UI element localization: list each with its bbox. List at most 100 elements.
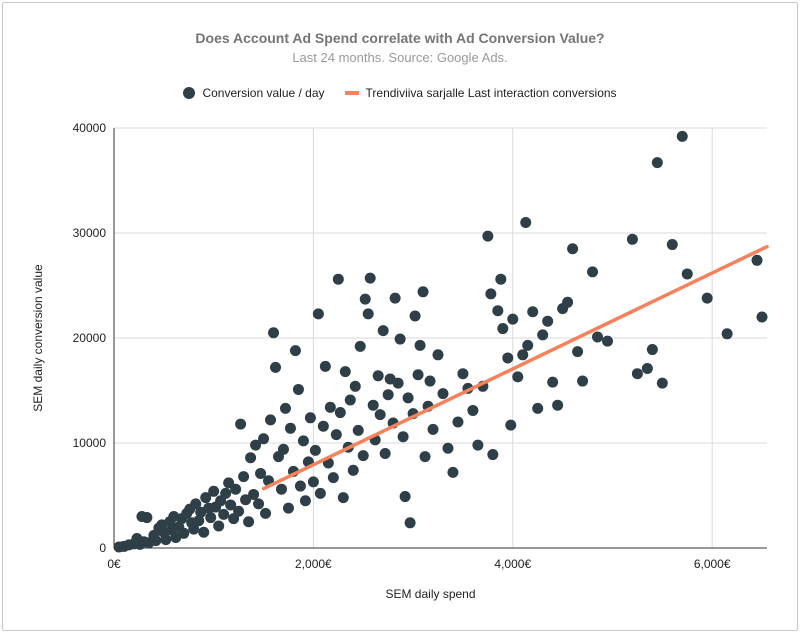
data-point bbox=[399, 491, 411, 503]
data-point bbox=[372, 370, 384, 382]
data-point bbox=[245, 452, 257, 464]
data-point bbox=[279, 402, 291, 414]
data-point bbox=[324, 401, 336, 413]
data-point bbox=[220, 487, 232, 499]
data-point bbox=[359, 293, 371, 305]
data-point bbox=[427, 423, 439, 435]
data-point bbox=[265, 414, 277, 426]
data-point bbox=[442, 442, 454, 454]
data-point bbox=[238, 471, 250, 483]
data-point bbox=[270, 361, 282, 373]
data-point bbox=[419, 451, 431, 463]
legend-item-trendline[interactable]: Trendiviiva sarjalle Last interaction co… bbox=[344, 86, 617, 100]
legend-line-icon bbox=[344, 91, 359, 95]
data-point bbox=[512, 371, 524, 383]
data-point bbox=[260, 507, 272, 519]
chart-legend: Conversion value / day Trendiviiva sarja… bbox=[0, 86, 800, 100]
data-point bbox=[312, 308, 324, 320]
chart-title: Does Account Ad Spend correlate with Ad … bbox=[195, 30, 605, 46]
data-point bbox=[334, 407, 346, 419]
data-point bbox=[412, 369, 424, 381]
data-point bbox=[502, 352, 514, 364]
legend-dot-icon bbox=[183, 87, 196, 99]
chart-subtitle: Last 24 months. Source: Google Ads. bbox=[292, 50, 508, 65]
trend-line bbox=[261, 244, 769, 491]
data-point bbox=[367, 399, 379, 411]
data-point bbox=[414, 339, 426, 351]
data-point bbox=[299, 495, 311, 507]
data-point bbox=[352, 424, 364, 436]
data-point bbox=[641, 362, 653, 374]
data-point bbox=[292, 383, 304, 395]
data-point bbox=[432, 349, 444, 361]
data-point bbox=[233, 505, 245, 517]
legend-item-scatter[interactable]: Conversion value / day bbox=[183, 86, 325, 100]
data-point bbox=[577, 375, 589, 387]
data-point bbox=[495, 273, 507, 285]
data-point bbox=[651, 157, 663, 169]
y-tick-label: 40000 bbox=[73, 121, 107, 135]
data-point bbox=[218, 508, 230, 520]
data-point bbox=[235, 418, 247, 430]
data-point bbox=[572, 346, 584, 358]
data-point bbox=[200, 492, 212, 504]
data-point bbox=[721, 328, 733, 340]
data-point bbox=[258, 433, 270, 445]
x-tick-label: 4,000€ bbox=[494, 557, 531, 571]
data-point bbox=[141, 512, 153, 524]
data-point bbox=[309, 444, 321, 456]
data-point bbox=[314, 487, 326, 499]
data-point bbox=[532, 402, 544, 414]
data-point bbox=[457, 368, 469, 380]
data-point bbox=[626, 233, 638, 245]
data-point bbox=[417, 286, 429, 298]
data-point bbox=[289, 345, 301, 357]
data-point bbox=[230, 483, 242, 495]
data-point bbox=[297, 435, 309, 447]
data-point bbox=[394, 333, 406, 345]
data-point bbox=[213, 520, 225, 532]
data-point bbox=[402, 392, 414, 404]
data-point bbox=[255, 467, 267, 479]
data-point bbox=[507, 313, 519, 325]
data-point bbox=[452, 416, 464, 428]
data-point bbox=[374, 409, 386, 421]
x-tick-label: 0€ bbox=[107, 557, 121, 571]
data-point bbox=[567, 243, 579, 255]
data-point bbox=[487, 449, 499, 461]
data-point bbox=[646, 344, 658, 356]
data-point bbox=[223, 477, 235, 489]
data-point bbox=[666, 239, 678, 251]
data-point bbox=[424, 375, 436, 387]
data-point bbox=[337, 492, 349, 504]
data-point bbox=[205, 512, 217, 524]
data-point bbox=[377, 325, 389, 337]
data-point bbox=[357, 450, 369, 462]
x-axis-title: SEM daily spend bbox=[385, 587, 475, 601]
data-point bbox=[392, 377, 404, 389]
data-point bbox=[150, 535, 162, 547]
y-tick-label: 20000 bbox=[73, 331, 107, 345]
y-tick-label: 10000 bbox=[73, 436, 107, 450]
data-point bbox=[330, 429, 342, 441]
data-point bbox=[472, 439, 484, 451]
data-point bbox=[347, 464, 359, 476]
data-point bbox=[562, 296, 574, 308]
data-point bbox=[505, 419, 517, 431]
data-point bbox=[268, 327, 280, 339]
data-point bbox=[294, 480, 306, 492]
data-point bbox=[364, 272, 376, 284]
data-point bbox=[379, 448, 391, 459]
data-point bbox=[243, 516, 255, 528]
data-point bbox=[188, 523, 200, 535]
data-point bbox=[349, 380, 361, 392]
data-point bbox=[527, 306, 539, 318]
data-point bbox=[304, 412, 316, 424]
data-point bbox=[517, 349, 529, 361]
data-point bbox=[522, 339, 534, 351]
data-point bbox=[225, 499, 237, 511]
data-point bbox=[437, 388, 449, 400]
data-point bbox=[362, 308, 374, 320]
